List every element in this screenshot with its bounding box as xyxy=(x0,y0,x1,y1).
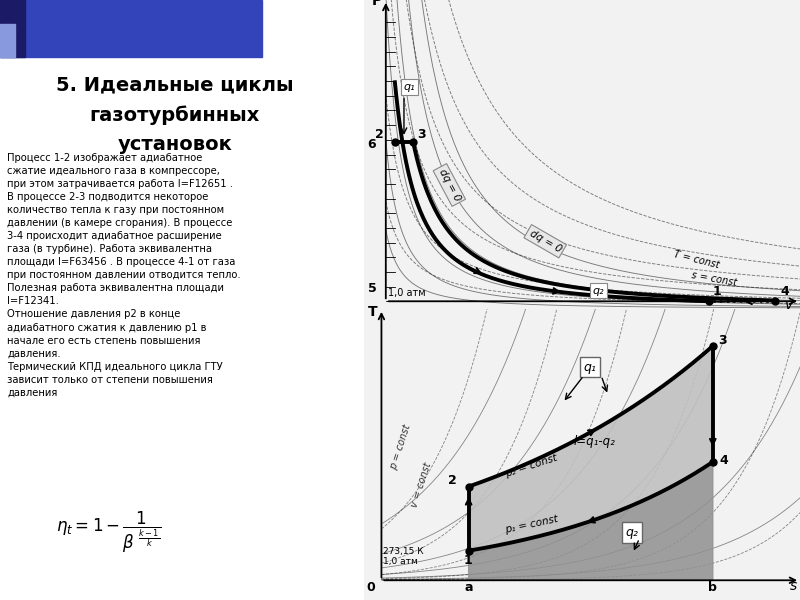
Text: 5: 5 xyxy=(368,282,376,295)
Text: P: P xyxy=(371,0,382,8)
Text: p₁ = const: p₁ = const xyxy=(503,514,558,535)
Text: 1: 1 xyxy=(463,554,472,567)
Text: q₂: q₂ xyxy=(626,526,638,539)
Text: q₂: q₂ xyxy=(593,286,605,296)
Text: $\eta_t = 1 - \dfrac{1}{\beta^{\;\frac{k-1}{k}}}$: $\eta_t = 1 - \dfrac{1}{\beta^{\;\frac{k… xyxy=(56,509,162,555)
Text: l=q₁-q₂: l=q₁-q₂ xyxy=(574,434,615,448)
Text: dq = 0: dq = 0 xyxy=(527,228,563,254)
Text: v = const: v = const xyxy=(410,461,434,508)
Bar xyxy=(0,0,262,57)
Text: s = const: s = const xyxy=(691,270,738,288)
Text: установок: установок xyxy=(118,135,232,154)
Text: 2: 2 xyxy=(448,474,457,487)
Text: 5. Идеальные циклы: 5. Идеальные циклы xyxy=(56,75,294,94)
Text: dq = 0: dq = 0 xyxy=(437,167,462,203)
Text: 3: 3 xyxy=(718,334,726,347)
Text: 3: 3 xyxy=(418,128,426,141)
Text: v: v xyxy=(785,298,794,312)
Text: p = const: p = const xyxy=(389,424,413,471)
Text: p₂ = const: p₂ = const xyxy=(503,452,558,479)
Polygon shape xyxy=(469,462,713,580)
Text: T = const: T = const xyxy=(673,249,721,270)
Text: 1,0 атм: 1,0 атм xyxy=(383,557,418,566)
Text: Процесс 1-2 изображает адиабатное
сжатие идеального газа в компрессоре,
при этом: Процесс 1-2 изображает адиабатное сжатие… xyxy=(7,153,241,398)
Text: q₁: q₁ xyxy=(404,82,415,92)
Text: 0: 0 xyxy=(366,581,375,595)
Text: 6: 6 xyxy=(368,137,376,151)
Polygon shape xyxy=(469,346,713,551)
Text: газотурбинных: газотурбинных xyxy=(90,105,260,125)
Text: 4: 4 xyxy=(720,454,729,467)
Text: 2: 2 xyxy=(375,128,384,141)
Text: a: a xyxy=(464,581,473,595)
Text: 4: 4 xyxy=(780,285,789,298)
Bar xyxy=(0,0,26,57)
Text: 1,0 атм: 1,0 атм xyxy=(388,288,426,298)
Text: T: T xyxy=(367,305,377,319)
Text: q₁: q₁ xyxy=(584,361,597,374)
Text: b: b xyxy=(708,581,718,595)
Text: s: s xyxy=(790,579,797,593)
Text: 273,15 К: 273,15 К xyxy=(383,547,424,556)
Text: 1: 1 xyxy=(713,285,722,298)
Bar xyxy=(0,24,14,57)
